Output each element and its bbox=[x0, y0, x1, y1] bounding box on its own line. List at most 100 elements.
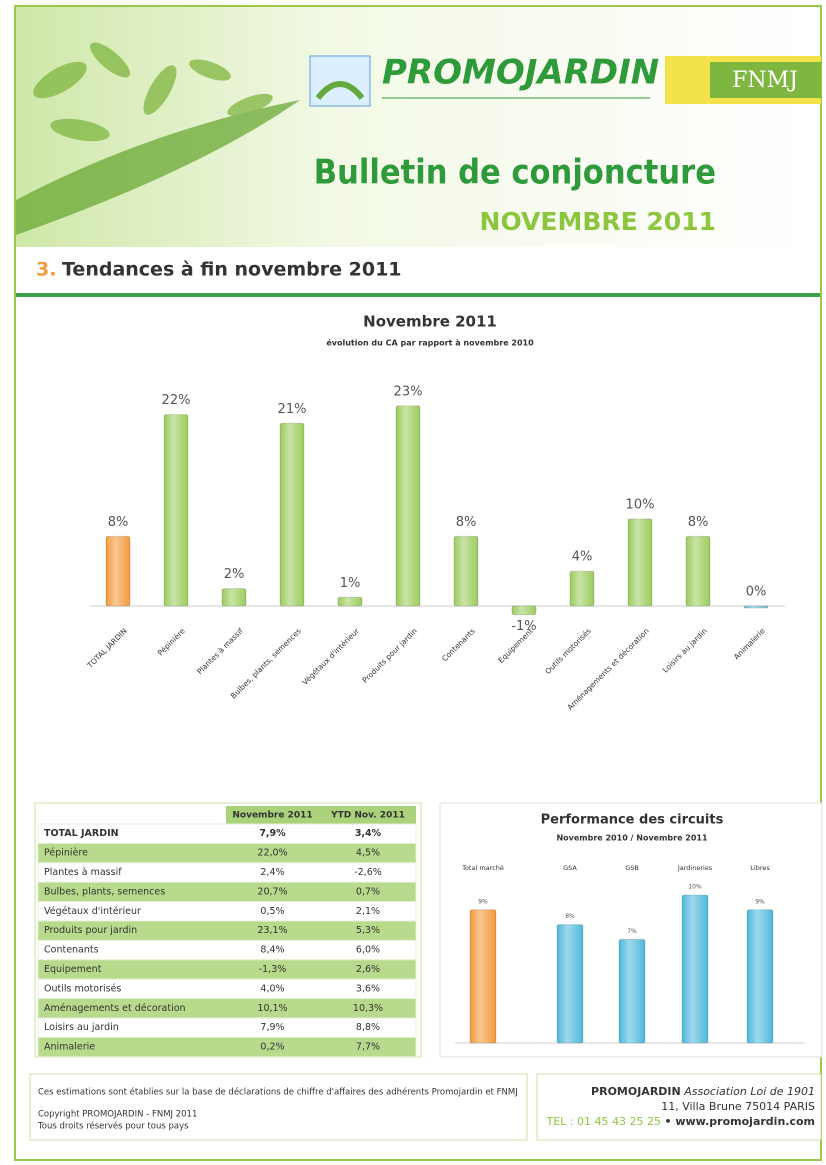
table-cell: 6,0% bbox=[356, 945, 380, 956]
table-cell: 0,5% bbox=[260, 906, 284, 917]
footer-org-type: Association Loi de 1901 bbox=[683, 1085, 815, 1098]
footer-org-line: PROMOJARDIN Association Loi de 1901 bbox=[591, 1085, 815, 1098]
table-cell: Aménagements et décoration bbox=[44, 1003, 186, 1014]
section-title: Tendances à fin novembre 2011 bbox=[62, 259, 402, 281]
value-label: 4% bbox=[572, 550, 593, 565]
table-header: YTD Nov. 2011 bbox=[330, 811, 405, 821]
value-label: 9% bbox=[755, 898, 765, 905]
bar-sheen bbox=[470, 909, 496, 1043]
x-tick-label: GSA bbox=[563, 864, 577, 872]
section-rule bbox=[16, 293, 820, 297]
table-cell: 10,3% bbox=[353, 1003, 383, 1014]
value-label: 22% bbox=[162, 393, 191, 408]
bar-sheen bbox=[557, 924, 583, 1043]
partner-logo-band bbox=[710, 62, 821, 98]
title: Bulletin de conjoncture bbox=[314, 153, 716, 193]
table-cell: 2,4% bbox=[260, 867, 284, 878]
footer-contact-box bbox=[536, 1073, 822, 1141]
table-cell: Outils motorisés bbox=[44, 983, 121, 994]
bar-sheen bbox=[686, 536, 710, 606]
table-header: Novembre 2011 bbox=[232, 811, 312, 821]
subtitle: NOVEMBRE 2011 bbox=[480, 207, 716, 236]
footer-web: • www.promojardin.com bbox=[664, 1115, 815, 1128]
bar-sheen bbox=[164, 414, 188, 606]
table-cell: 8,8% bbox=[356, 1022, 380, 1033]
value-label: -1% bbox=[511, 619, 536, 634]
table-cell: 5,3% bbox=[356, 925, 380, 936]
table-cell: 10,1% bbox=[257, 1003, 287, 1014]
chart-title: Performance des circuits bbox=[541, 813, 724, 828]
table-cell: Animalerie bbox=[44, 1042, 95, 1053]
table-cell: TOTAL JARDIN bbox=[44, 828, 119, 839]
bar-sheen bbox=[570, 571, 594, 606]
value-label: 2% bbox=[224, 567, 245, 582]
table-cell: Loisirs au jardin bbox=[44, 1022, 119, 1033]
value-label: 1% bbox=[340, 576, 361, 591]
footer-note: Ces estimations sont établies sur la bas… bbox=[38, 1087, 518, 1098]
bar-sheen bbox=[744, 606, 768, 608]
x-tick-label: Jardineries bbox=[677, 864, 713, 872]
bar-sheen bbox=[454, 536, 478, 606]
footer-phone: TEL : 01 45 43 25 25 bbox=[546, 1115, 661, 1128]
header-band bbox=[16, 7, 820, 247]
table-cell: 0,2% bbox=[260, 1042, 284, 1053]
value-label: 9% bbox=[478, 898, 488, 905]
table-cell: 7,7% bbox=[356, 1042, 380, 1053]
footer-address: 11, Villa Brune 75014 PARIS bbox=[661, 1100, 815, 1113]
partner: FNMJ bbox=[732, 68, 798, 93]
bar-sheen bbox=[628, 519, 652, 606]
value-label: 8% bbox=[688, 515, 709, 530]
bar-sheen bbox=[512, 606, 536, 615]
footer-note-box bbox=[29, 1073, 528, 1141]
table-header-bg bbox=[225, 806, 416, 824]
table-cell: Bulbes, plants, semences bbox=[44, 886, 165, 897]
bar-sheen bbox=[747, 909, 773, 1043]
table-cell: 20,7% bbox=[257, 886, 287, 897]
bar-sheen bbox=[619, 939, 645, 1043]
x-tick-label: Total marché bbox=[461, 864, 504, 872]
table-cell: 3,6% bbox=[356, 983, 380, 994]
value-label: 10% bbox=[688, 884, 702, 891]
bar-sheen bbox=[280, 423, 304, 606]
footer-rights: Tous droits réservés pour tous pays bbox=[37, 1121, 189, 1132]
table-cell: -1,3% bbox=[259, 964, 287, 975]
bar-sheen bbox=[682, 895, 708, 1043]
value-label: 0% bbox=[746, 585, 767, 600]
table-cell: 0,7% bbox=[356, 886, 380, 897]
table-cell: 7,9% bbox=[259, 828, 286, 839]
table-cell: Produits pour jardin bbox=[44, 925, 137, 936]
table-cell: 22,0% bbox=[257, 848, 287, 859]
table-cell: Végétaux d'intérieur bbox=[44, 906, 141, 917]
value-label: 8% bbox=[108, 515, 129, 530]
table-cell: 2,6% bbox=[356, 964, 380, 975]
bar-sheen bbox=[338, 597, 362, 606]
table-row-bg bbox=[37, 1036, 417, 1058]
table-cell: 4,5% bbox=[356, 848, 380, 859]
brand-logo-leaf bbox=[315, 81, 365, 100]
value-label: 8% bbox=[565, 913, 575, 920]
value-label: 7% bbox=[627, 928, 637, 935]
value-label: 21% bbox=[278, 402, 307, 417]
footer-org: PROMOJARDIN bbox=[591, 1085, 681, 1098]
bar-sheen bbox=[106, 536, 130, 606]
table-cell: Plantes à massif bbox=[44, 867, 122, 878]
bar-sheen bbox=[396, 405, 420, 606]
value-label: 8% bbox=[456, 515, 477, 530]
table-cell: 3,4% bbox=[355, 828, 382, 839]
section-number: 3. bbox=[36, 259, 56, 281]
footer-copyright: Copyright PROMOJARDIN - FNMJ 2011 bbox=[38, 1110, 197, 1120]
footer-contact-line: TEL : 01 45 43 25 25 • www.promojardin.c… bbox=[546, 1115, 815, 1128]
chart-title: Novembre 2011 bbox=[363, 313, 497, 331]
value-label: 23% bbox=[394, 384, 423, 399]
table-cell: 2,1% bbox=[356, 906, 380, 917]
leaves-decoration bbox=[16, 42, 300, 235]
value-label: 10% bbox=[626, 498, 655, 513]
table-cell: 8,4% bbox=[260, 945, 284, 956]
brand: PROMOJARDIN bbox=[382, 53, 659, 93]
table-cell: -2,6% bbox=[354, 867, 382, 878]
x-tick-label: GSB bbox=[625, 864, 639, 872]
table-cell: Equipement bbox=[44, 964, 102, 975]
table-cell: Pépinière bbox=[44, 848, 88, 859]
